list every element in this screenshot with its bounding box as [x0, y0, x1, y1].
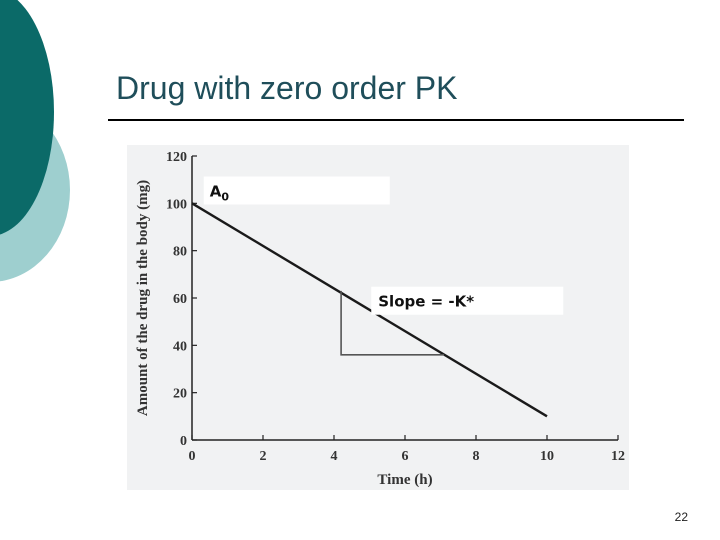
teal-dark-circle — [0, 0, 54, 235]
slide-title: Drug with zero order PK — [116, 70, 458, 106]
x-axis-label: Time (h) — [377, 472, 432, 488]
slope-label-box — [371, 286, 564, 315]
x-tick-label: 6 — [402, 449, 409, 464]
y-tick-label: 100 — [166, 197, 187, 212]
page-number: 22 — [674, 510, 688, 524]
title-underline — [108, 119, 684, 121]
slope-triangle — [340, 290, 445, 356]
y-tick-label: 0 — [180, 434, 187, 449]
a0-subscript: 0 — [221, 191, 229, 204]
marks — [191, 202, 548, 418]
chart-panel: Time (h) Amount of the drug in the body (… — [127, 145, 629, 490]
x-tick-label: 8 — [473, 449, 480, 464]
teal-decoration — [0, 0, 70, 282]
series-line — [191, 202, 548, 418]
slope-label: Slope = -K* — [378, 293, 474, 311]
y-tick-label: 20 — [173, 387, 187, 402]
x-tick-label: 0 — [189, 449, 196, 464]
x-tick-label: 4 — [331, 449, 338, 464]
chart: Time (h) Amount of the drug in the body (… — [135, 150, 625, 488]
y-tick-label: 120 — [166, 150, 187, 165]
y-tick-label: 80 — [173, 245, 187, 260]
y-tick-label: 40 — [173, 339, 187, 354]
x-tick-label: 12 — [611, 449, 625, 464]
x-tick-label: 10 — [540, 449, 554, 464]
a0-label-box — [203, 176, 390, 205]
x-tick-label: 2 — [260, 449, 267, 464]
axes: Time (h) Amount of the drug in the body (… — [135, 156, 618, 488]
y-tick-label: 60 — [173, 292, 187, 307]
y-axis-label: Amount of the drug in the body (mg) — [135, 180, 151, 416]
